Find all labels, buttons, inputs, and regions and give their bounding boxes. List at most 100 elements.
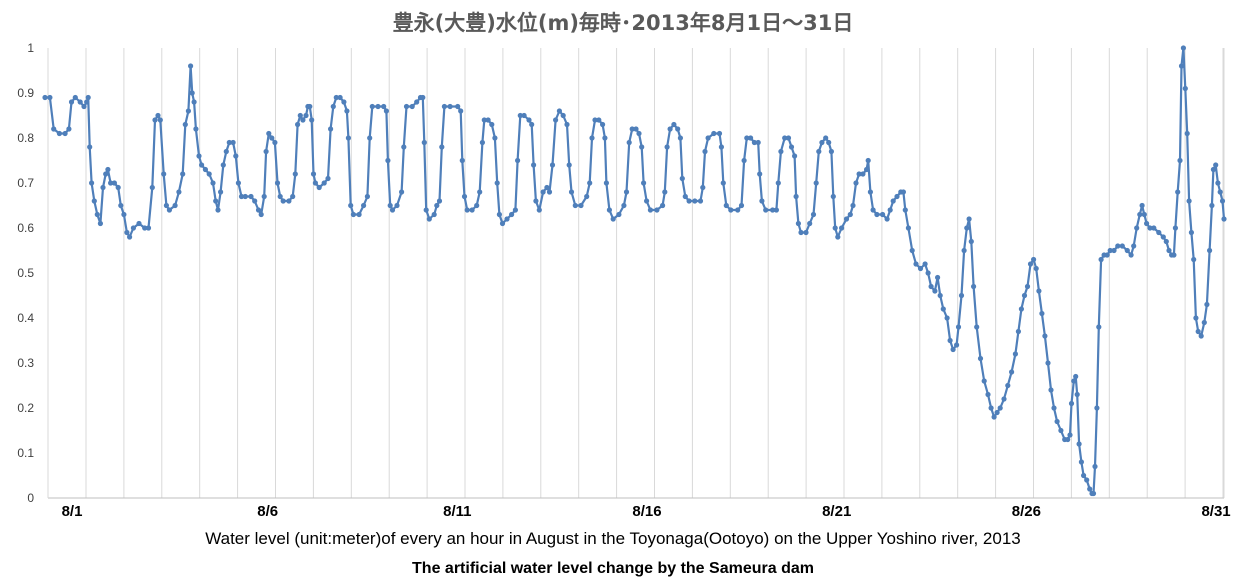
data-point <box>803 229 809 236</box>
data-point <box>894 193 900 200</box>
data-point <box>639 144 645 150</box>
data-point <box>856 171 862 177</box>
data-point <box>252 198 258 204</box>
data-point <box>884 216 890 222</box>
data-point <box>1207 247 1213 254</box>
data-point <box>464 207 470 213</box>
data-point <box>269 135 275 141</box>
data-point <box>1092 463 1098 470</box>
data-point <box>850 202 856 209</box>
data-point <box>1131 243 1137 249</box>
data-point <box>189 90 195 96</box>
data-point <box>348 202 354 209</box>
data-point <box>1074 391 1080 398</box>
data-point <box>1204 301 1210 308</box>
data-point <box>383 108 389 114</box>
data-point <box>42 94 48 101</box>
data-point <box>1071 378 1077 384</box>
data-point <box>626 139 632 146</box>
data-point <box>310 171 317 177</box>
data-point <box>925 270 931 276</box>
data-point <box>97 220 103 227</box>
data-point <box>940 306 946 312</box>
data-point <box>905 225 912 231</box>
data-point <box>770 207 776 213</box>
data-point <box>87 144 93 150</box>
x-tick-labels: 8/1 8/6 8/11 8/16 8/21 8/26 8/31 <box>62 503 1231 520</box>
data-point <box>1027 261 1034 267</box>
data-point <box>499 220 506 227</box>
data-point <box>549 162 556 168</box>
data-point <box>1151 225 1157 231</box>
data-point <box>496 211 502 218</box>
data-point <box>860 171 866 177</box>
data-point <box>72 94 78 101</box>
data-point <box>230 139 236 146</box>
data-point <box>389 207 396 213</box>
data-point <box>1024 283 1031 290</box>
data-point <box>540 189 546 195</box>
data-point <box>807 220 813 227</box>
data-point <box>1005 382 1011 389</box>
data-point <box>900 189 907 195</box>
data-point <box>865 157 871 164</box>
data-point <box>711 130 717 137</box>
data-point <box>718 144 725 150</box>
data-point <box>867 189 874 195</box>
data-point <box>735 207 741 213</box>
data-point <box>321 180 327 186</box>
data-point <box>755 139 761 146</box>
data-point <box>420 94 426 101</box>
data-point <box>913 261 919 267</box>
data-point <box>152 117 158 123</box>
data-point <box>587 180 593 186</box>
data-point <box>991 414 997 420</box>
data-point <box>248 193 254 200</box>
data-point <box>1175 189 1181 195</box>
data-point <box>385 157 391 164</box>
data-point <box>544 184 550 191</box>
data-point <box>610 216 616 222</box>
data-point <box>647 207 654 213</box>
data-point <box>1134 225 1140 231</box>
data-point <box>220 162 226 168</box>
data-point <box>172 202 178 209</box>
data-point <box>309 117 315 123</box>
data-point <box>350 211 356 218</box>
data-point <box>700 184 706 191</box>
data-point <box>364 193 370 200</box>
data-point <box>280 198 286 204</box>
data-point <box>578 202 584 209</box>
data-point <box>477 189 483 195</box>
data-point <box>47 94 53 101</box>
data-point <box>1096 324 1102 330</box>
data-point <box>1128 252 1134 258</box>
data-point <box>1036 288 1042 294</box>
data-point <box>85 94 91 101</box>
data-point <box>255 207 262 213</box>
data-point <box>947 337 953 344</box>
data-point <box>166 207 172 213</box>
data-point <box>1139 202 1145 209</box>
grid-lines <box>85 48 1224 498</box>
data-point <box>1147 225 1153 231</box>
data-point <box>968 238 974 245</box>
data-point <box>1031 256 1037 263</box>
data-point <box>835 234 841 240</box>
data-point <box>295 121 301 128</box>
data-point <box>954 342 960 348</box>
data-point <box>1193 315 1199 321</box>
data-point <box>62 130 68 137</box>
data-point <box>1209 202 1215 209</box>
data-point <box>1171 252 1177 258</box>
data-point <box>277 193 283 200</box>
data-point <box>89 180 95 186</box>
data-point <box>759 198 765 204</box>
data-point <box>654 207 660 213</box>
data-point <box>434 202 440 209</box>
data-point <box>325 175 331 182</box>
data-point <box>431 211 437 218</box>
data-point <box>111 180 117 186</box>
chart-title: 豊永(大豊)水位(m)毎時･2013年8月1日～31日 <box>393 11 854 35</box>
data-point <box>56 130 63 137</box>
